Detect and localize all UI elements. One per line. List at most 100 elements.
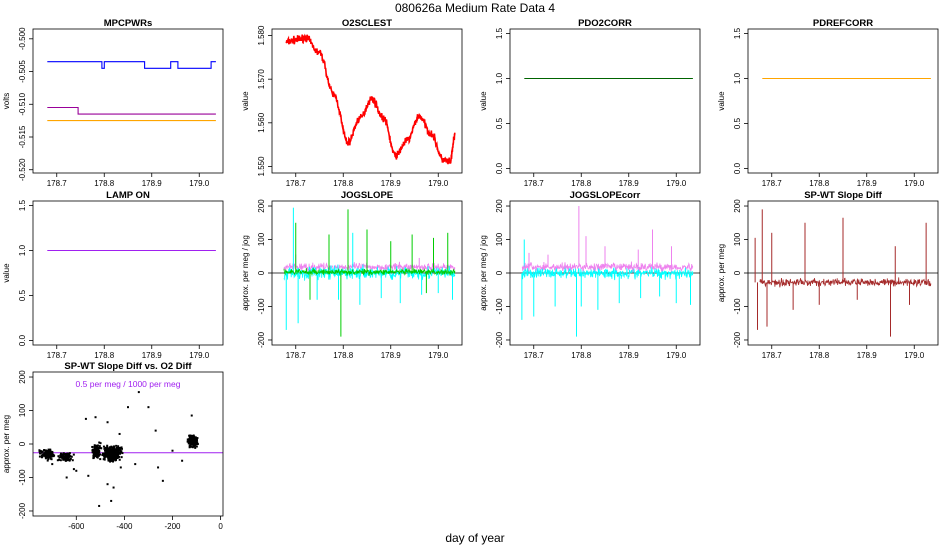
panel-frame <box>271 28 463 174</box>
series-line <box>283 267 456 276</box>
scatter-point <box>58 458 61 461</box>
scatter-point <box>49 448 52 451</box>
scatter-point <box>44 457 47 460</box>
scatter-point <box>118 458 121 461</box>
panel-title: LAMP ON <box>106 190 150 201</box>
y-axis-label: value <box>241 91 250 111</box>
scatter-point <box>57 455 60 458</box>
scatter-point <box>102 454 105 457</box>
y-tick-label: 1.0 <box>733 72 742 84</box>
x-tick-label: 179.0 <box>904 351 925 360</box>
plot-area <box>272 207 462 337</box>
scatter-point <box>95 444 98 447</box>
scatter-point <box>98 441 101 444</box>
scatter-point <box>110 449 113 452</box>
plot-area <box>33 391 223 507</box>
series-line <box>521 261 694 273</box>
scatter-point <box>45 449 48 452</box>
scatter-point <box>49 451 52 454</box>
scatter-point <box>192 442 195 445</box>
scatter-point <box>44 453 47 456</box>
plot-area <box>285 33 456 165</box>
scatter-point <box>92 453 95 456</box>
scatter-point <box>114 451 117 454</box>
scatter-point <box>188 437 191 440</box>
scatter-point <box>154 429 157 432</box>
scatter-point <box>68 459 71 462</box>
y-tick-label: 1.0 <box>495 72 504 84</box>
y-tick-label: 200 <box>495 199 504 213</box>
scatter-point <box>99 442 102 445</box>
y-tick-label: -200 <box>733 331 742 348</box>
scatter-point <box>94 453 97 456</box>
scatter-point <box>99 447 102 450</box>
scatter-point <box>51 450 54 453</box>
y-tick-label: 0.0 <box>733 162 742 174</box>
y-tick-label: 1.580 <box>257 25 266 46</box>
scatter-point <box>106 447 109 450</box>
x-tick-label: -400 <box>116 522 133 531</box>
x-tick-label: 178.8 <box>571 179 592 188</box>
scatter-point <box>44 451 47 454</box>
y-tick-label: 1.0 <box>18 244 27 256</box>
scatter-point <box>91 445 94 448</box>
scatter-point <box>120 456 123 459</box>
scatter-point <box>103 457 106 460</box>
y-tick-label: 100 <box>495 232 504 246</box>
scatter-point <box>96 454 99 457</box>
scatter-point <box>97 446 100 449</box>
scatter-point <box>61 453 64 456</box>
scatter-point <box>97 450 100 453</box>
scatter-point <box>108 457 111 460</box>
series-line <box>521 266 694 281</box>
x-tick-label: 178.8 <box>94 351 115 360</box>
y-tick-label: -0.500 <box>18 27 27 50</box>
y-tick-label: -200 <box>257 331 266 348</box>
scatter-point <box>68 455 71 458</box>
scatter-point <box>40 451 43 454</box>
scatter-point <box>114 454 117 457</box>
scatter-point <box>67 455 70 458</box>
scatter-point <box>56 459 59 462</box>
scatter-point <box>45 455 48 458</box>
scatter-point <box>51 463 54 466</box>
scatter-point <box>187 442 190 445</box>
scatter-point <box>93 446 96 449</box>
panel-frame <box>32 200 224 346</box>
x-tick-label: 178.8 <box>333 179 354 188</box>
scatter-point <box>62 458 65 461</box>
scatter-point <box>103 455 106 458</box>
panel-frame <box>32 28 224 174</box>
scatter-point <box>193 444 196 447</box>
panel-6: JOGSLOPEcorr approx. per meg / jog 178.7 17… <box>479 190 701 360</box>
scatter-point <box>38 455 41 458</box>
scatter-point <box>113 448 116 451</box>
scatter-point <box>188 434 191 437</box>
scatter-point <box>50 458 53 461</box>
plot-area <box>510 206 700 337</box>
x-tick-label: 178.7 <box>47 179 68 188</box>
scatter-point <box>64 455 67 458</box>
scatter-point <box>196 443 199 446</box>
y-tick-label: 200 <box>733 199 742 213</box>
x-tick-label: 178.7 <box>762 179 783 188</box>
scatter-point <box>60 456 63 459</box>
y-tick-label: 0.5 <box>733 117 742 129</box>
scatter-point <box>72 468 75 471</box>
scatter-point <box>66 456 69 459</box>
scatter-point <box>39 452 42 455</box>
scatter-point <box>101 453 104 456</box>
panel-title: PDREFCORR <box>813 18 873 29</box>
scatter-point <box>191 436 194 439</box>
series-line <box>285 33 456 165</box>
panel-title: SP-WT Slope Diff vs. O2 Diff <box>64 361 192 372</box>
scatter-point <box>65 457 68 460</box>
scatter-point <box>107 447 110 450</box>
scatter-point <box>49 453 52 456</box>
scatter-point <box>46 459 49 462</box>
x-tick-label: 178.9 <box>381 179 402 188</box>
scatter-point <box>101 452 104 455</box>
scatter-point <box>116 457 119 460</box>
y-tick-label: 0 <box>733 270 742 275</box>
